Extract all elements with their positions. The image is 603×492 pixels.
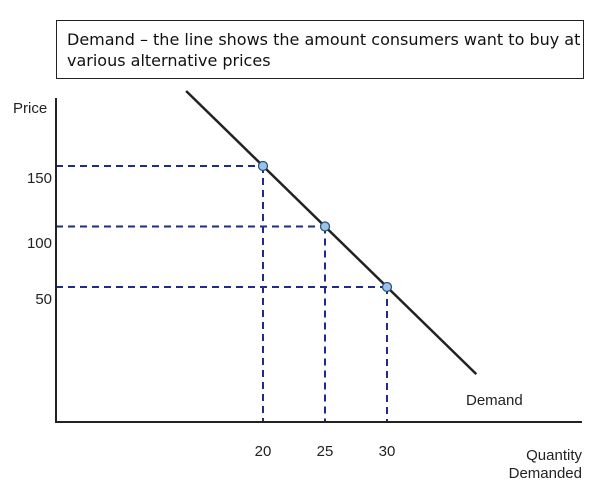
x-tick-label-25: 25 <box>317 443 334 460</box>
data-points <box>257 160 393 293</box>
y-tick-label-100: 100 <box>27 235 52 252</box>
chart-title-line-1: Demand – the line shows the amount consu… <box>67 30 581 49</box>
x-tick-label-30: 30 <box>379 443 396 460</box>
data-point-2 <box>319 221 331 232</box>
x-axis-label-line1: Quantity <box>526 447 582 464</box>
data-point-3 <box>381 281 393 293</box>
x-tick-label-20: 20 <box>255 443 272 460</box>
axes <box>55 98 582 423</box>
y-tick-label-150: 150 <box>27 170 52 187</box>
chart-title-box: Demand – the line shows the amount consu… <box>56 20 584 79</box>
demand-line <box>185 90 478 376</box>
x-axis-label-line2: Demanded <box>509 465 582 482</box>
data-point-1 <box>257 160 269 172</box>
y-tick-label-50: 50 <box>35 291 52 308</box>
guide-lines <box>56 165 388 422</box>
demand-layer <box>185 90 478 376</box>
y-tick-labels: 150 100 50 <box>27 170 52 308</box>
chart-title-line-2: various alternative prices <box>67 51 271 70</box>
demand-series-label: Demand <box>466 392 523 409</box>
y-axis-label: Price <box>13 100 47 117</box>
x-tick-labels: 20 25 30 <box>255 443 396 460</box>
